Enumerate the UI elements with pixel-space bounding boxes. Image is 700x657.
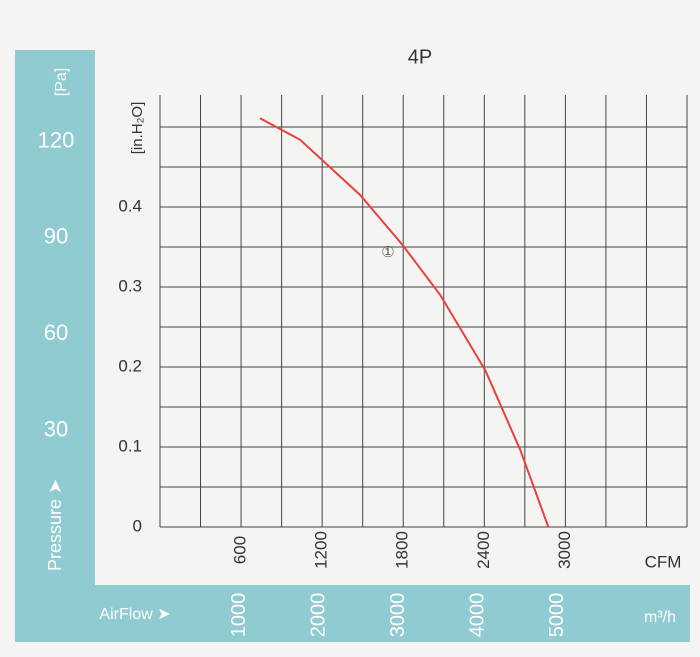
y-tick-label: 0.3 bbox=[118, 276, 142, 295]
curve bbox=[259, 117, 550, 528]
y-tick-label: 0.4 bbox=[118, 196, 142, 215]
x-tick-label: 3000 bbox=[555, 531, 574, 569]
y-tick-label: 0.2 bbox=[118, 356, 142, 375]
x2-tick-label: 5000 bbox=[546, 593, 568, 638]
y2-title: Pressure ➤ bbox=[45, 479, 65, 571]
x2-title: AirFlow ➤ bbox=[99, 606, 170, 623]
y-tick-label: 0.1 bbox=[118, 436, 142, 455]
left-band bbox=[15, 50, 95, 642]
x-tick-label: 600 bbox=[231, 536, 250, 564]
y-axis-label: [in.H₂O] bbox=[129, 102, 146, 155]
y-tick-label: 0 bbox=[133, 516, 142, 535]
x2-tick-label: 1000 bbox=[228, 593, 250, 638]
x2-tick-label: 3000 bbox=[387, 593, 409, 638]
x-axis-label: CFM bbox=[645, 552, 682, 571]
x-tick-label: 2400 bbox=[474, 531, 493, 569]
x-tick-label: 1200 bbox=[312, 531, 331, 569]
y2-tick-label: 90 bbox=[44, 224, 68, 249]
y2-axis-label: [Pa] bbox=[53, 68, 70, 96]
chart-title: 4P bbox=[408, 46, 432, 68]
y2-tick-label: 30 bbox=[44, 416, 68, 441]
y2-tick-label: 120 bbox=[38, 127, 75, 152]
bottom-band bbox=[15, 585, 690, 642]
x-tick-label: 1800 bbox=[393, 531, 412, 569]
annotation: ① bbox=[381, 244, 394, 261]
x2-axis-label: m³/h bbox=[644, 609, 676, 626]
x2-tick-label: 2000 bbox=[307, 593, 329, 638]
x2-tick-label: 4000 bbox=[466, 593, 488, 638]
y2-tick-label: 60 bbox=[44, 320, 68, 345]
